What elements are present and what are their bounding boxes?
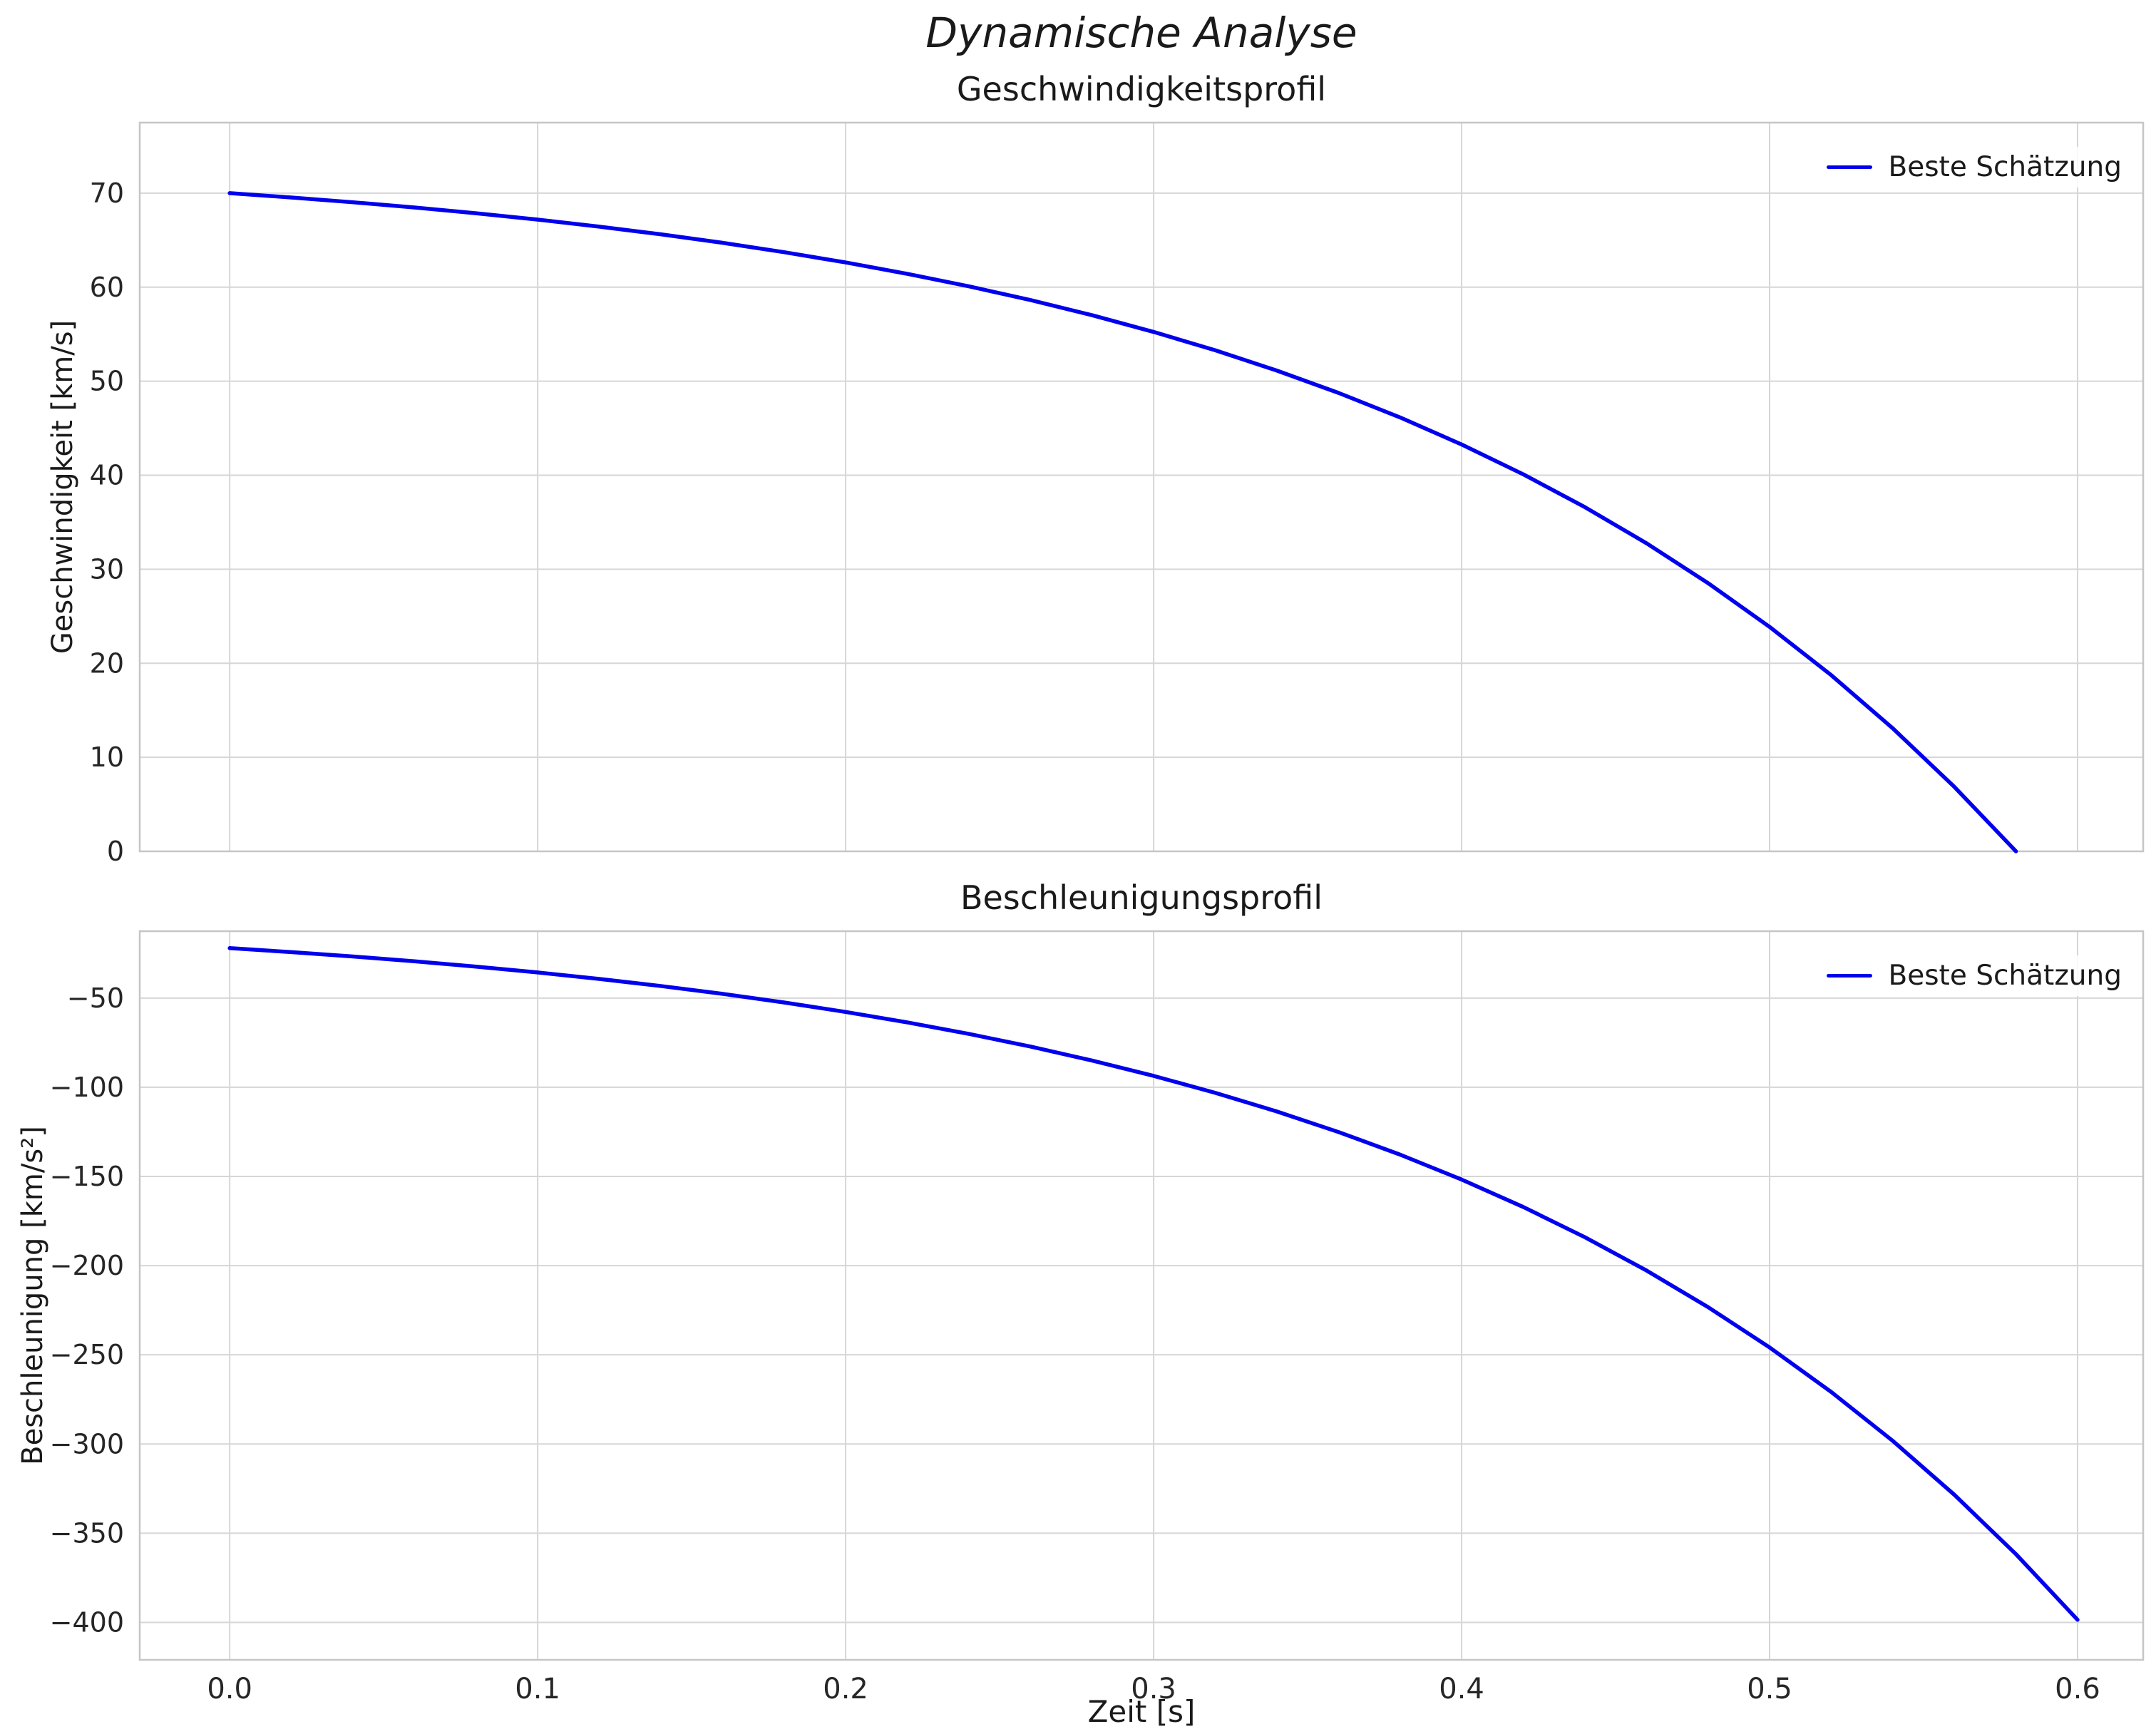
y-tick-label: −400: [50, 1606, 124, 1638]
y-axis-label-acceleration: Beschleunigung [km/s²]: [16, 1126, 49, 1465]
legend-label: Beste Schätzung: [1888, 960, 2122, 992]
legend-velocity: Beste Schätzung: [1819, 147, 2129, 188]
y-tick-label: 30: [90, 553, 124, 585]
series-line: [227, 946, 2080, 1622]
x-tick-label: 0.1: [515, 1673, 560, 1705]
y-tick-label: −150: [50, 1161, 124, 1192]
y-tick-label: 40: [90, 460, 124, 491]
y-tick-label: −300: [50, 1428, 124, 1459]
y-tick-label: −50: [67, 982, 124, 1014]
subplot-title-velocity: Geschwindigkeitsprofil: [956, 70, 1327, 108]
y-tick-label: 0: [107, 836, 124, 867]
legend-label: Beste Schätzung: [1888, 151, 2122, 183]
x-tick-label: 0.4: [1439, 1673, 1484, 1705]
x-tick-label: 0.6: [2055, 1673, 2100, 1705]
legend-acceleration: Beste Schätzung: [1819, 955, 2129, 996]
y-tick-label: 10: [90, 742, 124, 773]
y-tick-label: 20: [90, 647, 124, 679]
y-tick-label: 70: [90, 178, 124, 209]
x-tick-label: 0.0: [207, 1673, 252, 1705]
legend-line-sample: [1827, 974, 1873, 978]
x-tick-label: 0.2: [823, 1673, 868, 1705]
y-axis-label-velocity: Geschwindigkeit [km/s]: [46, 319, 79, 655]
x-tick-label: 0.3: [1131, 1673, 1176, 1705]
y-tick-label: 50: [90, 366, 124, 397]
legend-line-sample: [1827, 165, 1873, 169]
x-tick-label: 0.5: [1747, 1673, 1792, 1705]
series-line: [227, 191, 2018, 853]
subplot-title-acceleration: Beschleunigungsprofil: [960, 878, 1323, 917]
y-tick-label: −350: [50, 1517, 124, 1549]
x-axis-label: Zeit [s]: [1087, 1694, 1196, 1729]
y-tick-label: 60: [90, 272, 124, 303]
y-tick-label: −200: [50, 1250, 124, 1281]
y-tick-label: −250: [50, 1339, 124, 1370]
figure-title: Dynamische Analyse: [925, 9, 1357, 57]
y-tick-label: −100: [50, 1072, 124, 1103]
